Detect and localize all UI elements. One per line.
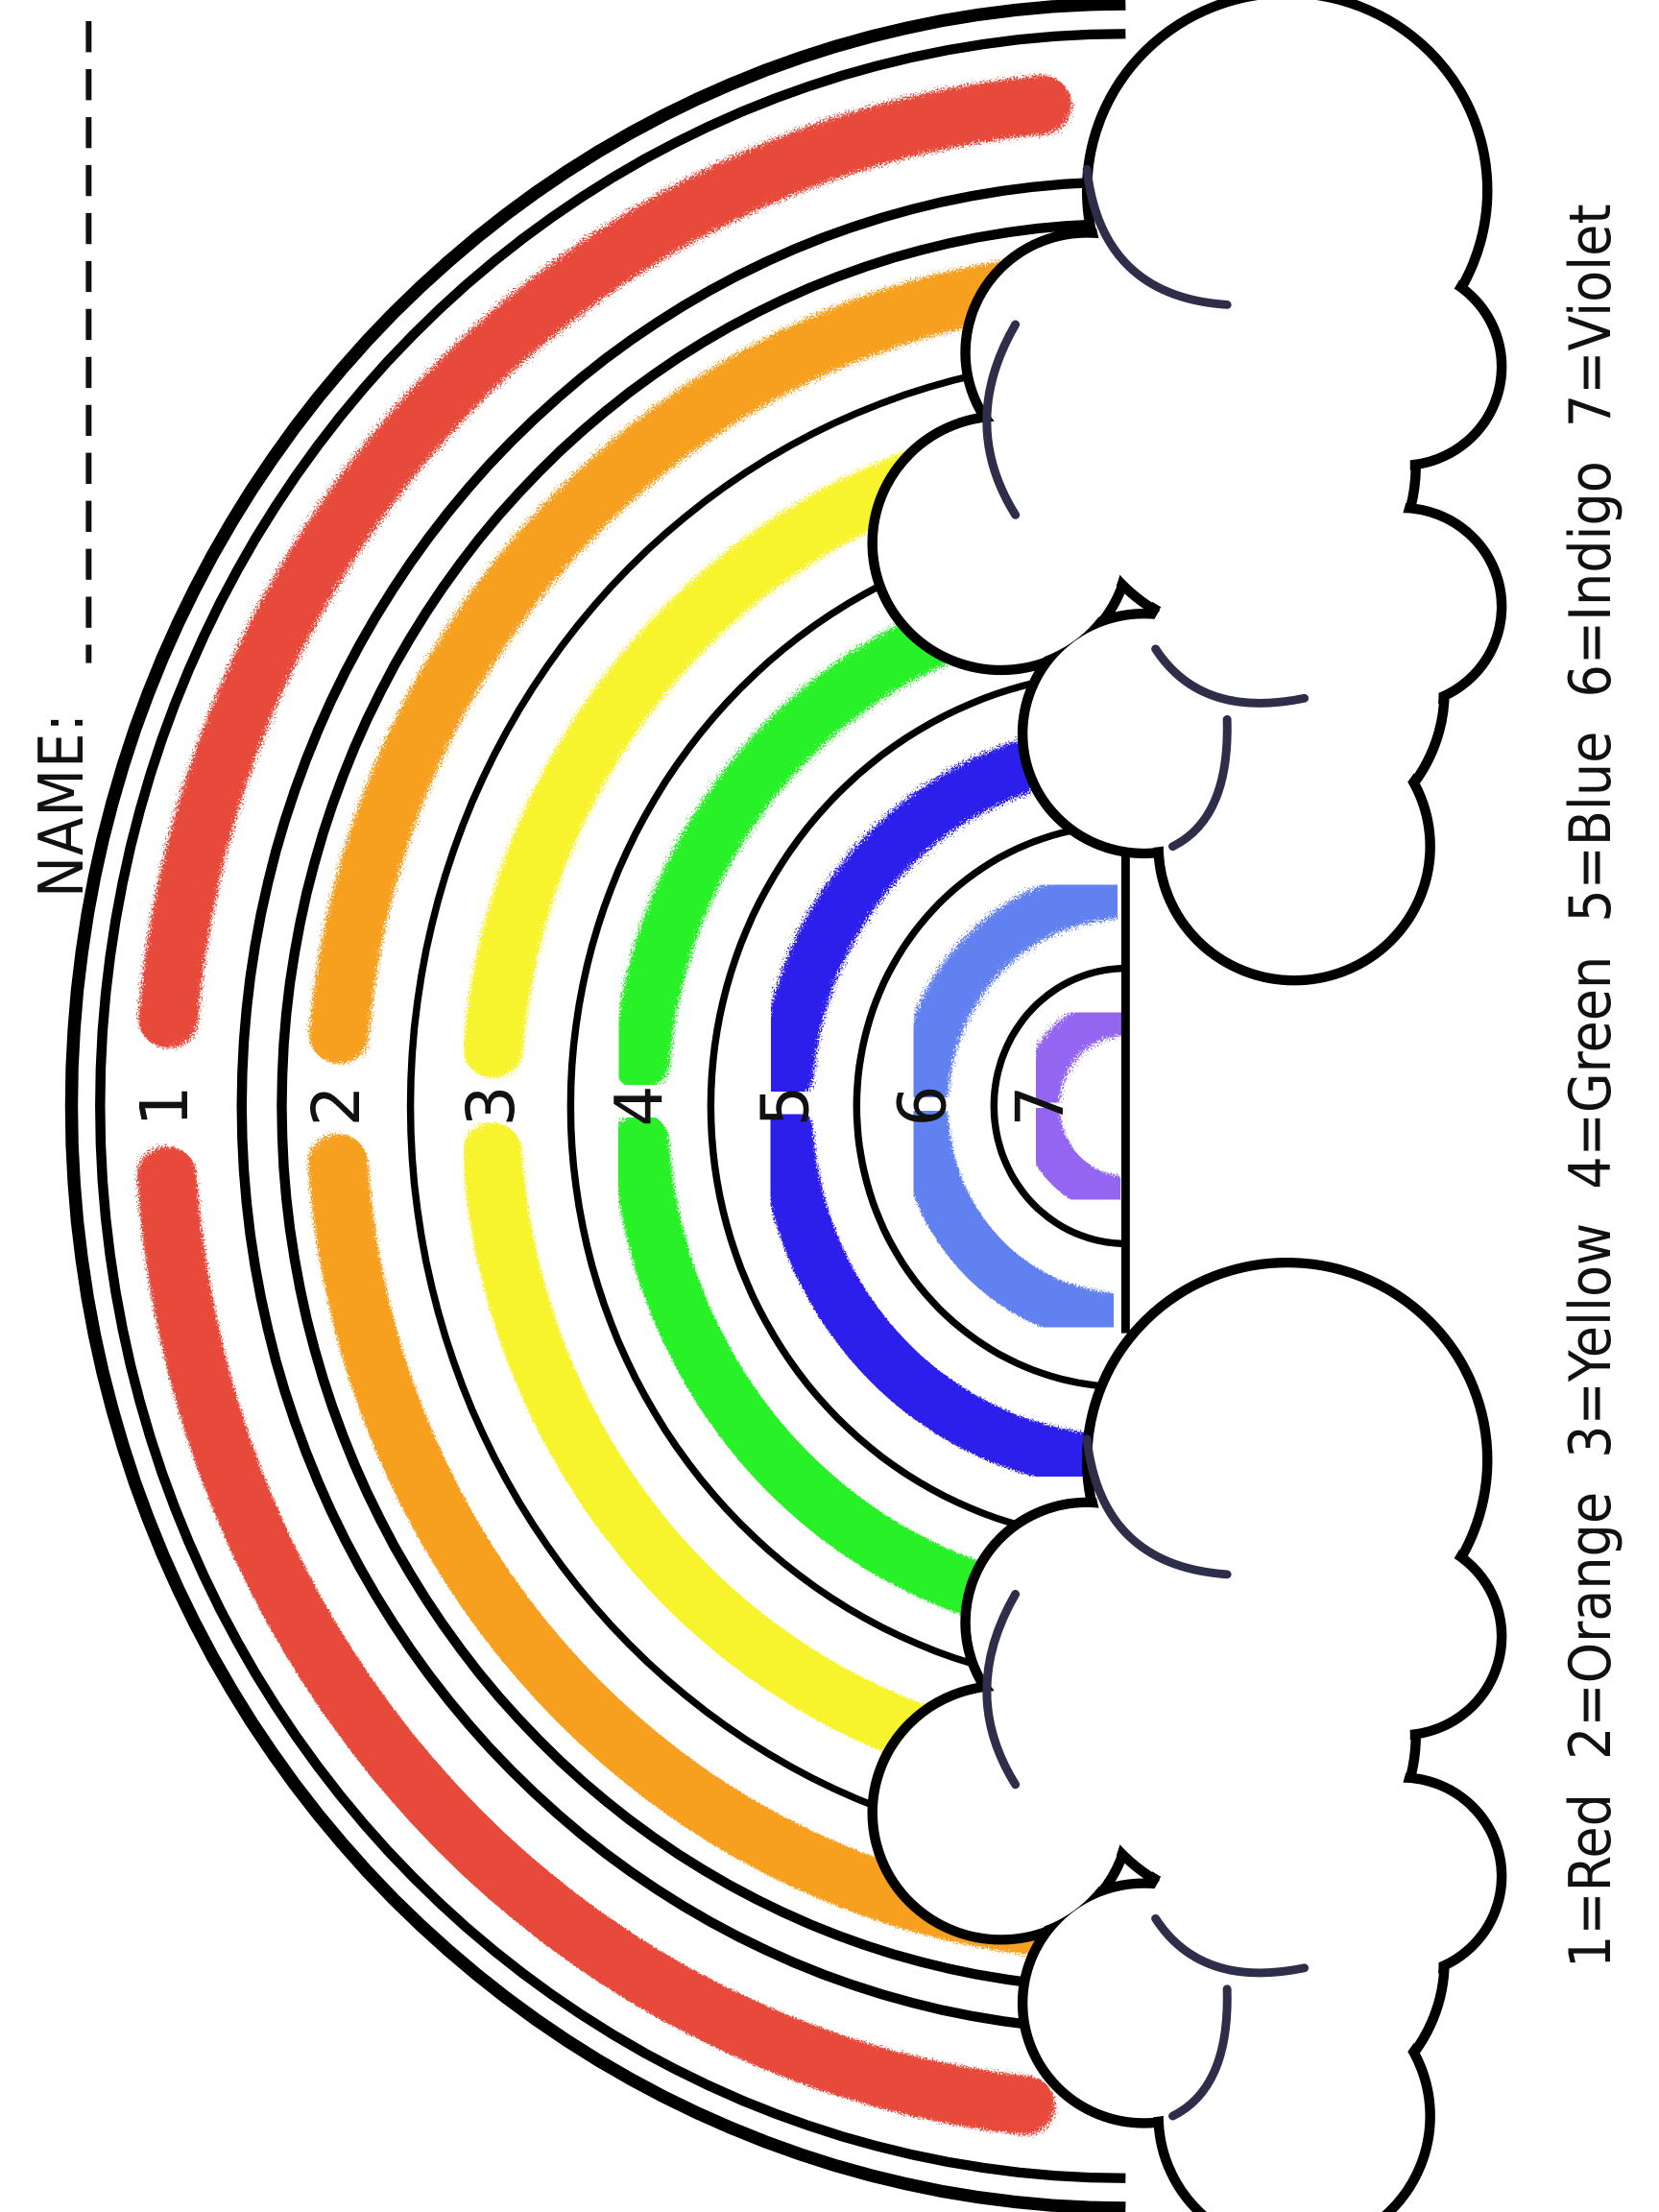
cloud-detail-line <box>1151 1913 1310 1978</box>
color-key-legend: 1=Red 2=Orange 3=Yellow 4=Green 5=Blue 6… <box>1557 204 1624 1968</box>
cloud-detail-line <box>1168 714 1232 852</box>
cloud-detail-line <box>1082 164 1232 309</box>
band-number-2: 2 <box>299 1086 375 1127</box>
cloud-detail-line <box>982 1590 1021 1790</box>
rainbow-arc-line <box>990 965 1126 1247</box>
rainbow-arc-line <box>707 668 1126 1544</box>
cloud-fill <box>1164 717 1425 975</box>
band-fill-indigo-upper <box>897 869 1134 1114</box>
band-fill-red-upper <box>137 75 1072 1048</box>
band-fill-violet-lower <box>1020 1092 1137 1215</box>
band-number-7: 7 <box>1002 1086 1079 1127</box>
band-fill-green-lower <box>612 1113 1104 1641</box>
band-number-6: 6 <box>885 1086 962 1127</box>
band-fill-indigo-lower <box>897 1094 1131 1343</box>
band-fill-blue-upper <box>758 724 1123 1102</box>
band-fill-orange-upper <box>308 253 1087 1064</box>
cloud-fill <box>1164 1987 1425 2212</box>
band-number-4: 4 <box>602 1086 679 1127</box>
rainbow-arc-line <box>566 521 1126 1691</box>
cloud-fill <box>1307 513 1497 700</box>
band-fill-orange-lower <box>307 1134 1073 1957</box>
band-fill-red-lower <box>136 1146 1056 2135</box>
rainbow-arc-line <box>64 0 1126 2212</box>
rainbow-arc-line <box>406 354 1126 1858</box>
cloud-detail-line <box>1151 644 1310 708</box>
band-fill-blue-lower <box>758 1103 1118 1487</box>
cloud-fill <box>878 421 1124 665</box>
rainbow-arc-line <box>276 218 1126 1994</box>
band-number-1: 1 <box>128 1086 204 1127</box>
cloud-fill <box>1307 1543 1497 1730</box>
name-label: NAME: <box>27 712 98 898</box>
cloud-fill <box>1307 274 1497 461</box>
cloud-top <box>867 0 1507 986</box>
band-fill-violet-upper <box>1020 997 1139 1118</box>
cloud-detail-line <box>1082 1434 1232 1579</box>
band-number-5: 5 <box>748 1086 825 1127</box>
rainbow-arc-line <box>853 821 1126 1391</box>
cloud-detail-line <box>982 320 1021 519</box>
cloud-fill <box>878 1691 1124 1935</box>
rainbow-arc-line <box>95 29 1126 2183</box>
cloud-detail-line <box>1168 1984 1232 2121</box>
cloud-bottom <box>867 1257 1507 2212</box>
band-number-3: 3 <box>453 1086 530 1127</box>
cloud-fill <box>1307 1783 1497 1970</box>
rainbow-arc-line <box>236 177 1126 2035</box>
